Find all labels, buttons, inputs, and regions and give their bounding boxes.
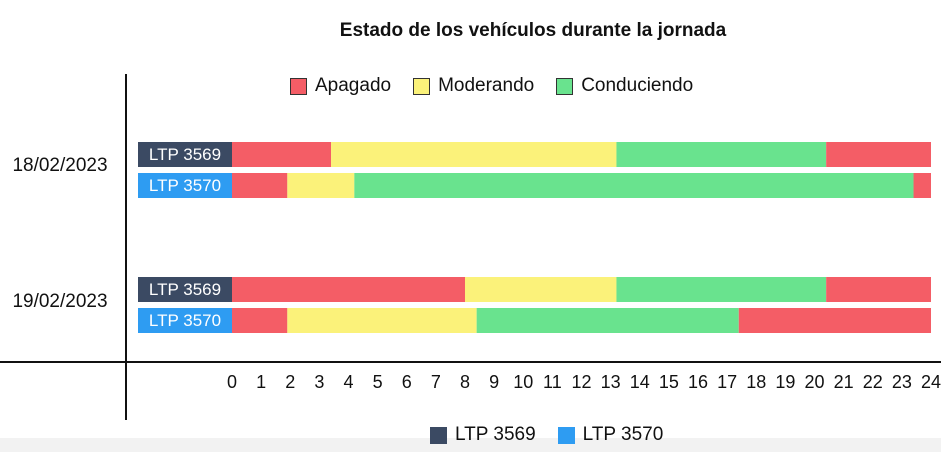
legend-label: Conduciendo [581, 75, 694, 96]
vehicle-tag [138, 142, 232, 167]
bar-segment [232, 277, 465, 302]
bar-segment [287, 308, 477, 333]
vehicle-tag [138, 173, 232, 198]
legend-swatch [413, 77, 431, 95]
chart-title: Estado de los vehículos durante la jorna… [340, 20, 727, 41]
bar-segment [232, 173, 288, 198]
vehicle-tag [138, 308, 232, 333]
legend-label: Moderando [438, 75, 535, 96]
x-tick-label: 7 [431, 372, 441, 392]
x-tick-label: 2 [285, 372, 295, 392]
x-tick-label: 1 [256, 372, 266, 392]
bar-segment [232, 308, 288, 333]
bar-segment [913, 173, 931, 198]
x-tick-label: 19 [775, 372, 795, 392]
legend-swatch [556, 77, 574, 95]
x-tick-label: 4 [343, 372, 353, 392]
vehicle-tag [138, 277, 232, 302]
bar-segment [476, 308, 739, 333]
bar-segment [826, 277, 931, 302]
bar-segment [616, 277, 827, 302]
x-tick-label: 21 [834, 372, 854, 392]
x-tick-label: 3 [314, 372, 324, 392]
vehicle-tag-label: LTP 3570 [149, 311, 221, 330]
date-label: 18/02/2023 [12, 155, 107, 176]
legend-item: LTP 3569 [430, 424, 536, 446]
bottom-strip [0, 438, 941, 452]
bars-layer: 18/02/2023 LTP 3569 LTP 3570 19/02/2023 LTP … [12, 142, 931, 333]
vehicle-legend: LTP 3569 LTP 3570 [430, 424, 663, 446]
x-tick-label: 0 [227, 372, 237, 392]
vehicle-tag-label: LTP 3570 [149, 176, 221, 195]
x-tick-label: 14 [630, 372, 650, 392]
x-tick-label: 10 [513, 372, 533, 392]
legend-swatch [557, 426, 575, 444]
vehicle-tag-label: LTP 3569 [149, 145, 221, 164]
x-tick-label: 20 [804, 372, 824, 392]
axes-layer [0, 74, 941, 420]
x-tick-label: 24 [921, 372, 941, 392]
x-tick-label: 17 [717, 372, 737, 392]
vehicle-tag-label: LTP 3569 [149, 280, 221, 299]
x-tick-label: 6 [402, 372, 412, 392]
bar-segment [465, 277, 617, 302]
legend-swatch [290, 77, 307, 95]
x-tick-label: 23 [892, 372, 912, 392]
x-tick-label: 13 [601, 372, 621, 392]
state-legend: Apagado Moderando Conduciendo [290, 75, 693, 97]
x-tick-label: 12 [571, 372, 591, 392]
legend-label: Apagado [315, 75, 392, 96]
legend-item: Moderando [413, 75, 534, 97]
x-tick-label: 22 [863, 372, 883, 392]
legend-item: Conduciendo [556, 75, 693, 97]
x-tick-label: 18 [746, 372, 766, 392]
x-tick-label: 9 [489, 372, 499, 392]
bar-segment [331, 142, 617, 167]
x-tick-labels: 0 1 2 3 4 5 6 7 8 9 10 11 12 13 14 15 16 17 18 19 20 21 22 23 24 [227, 372, 941, 392]
legend-item: Apagado [290, 75, 391, 97]
bar-segment [232, 142, 332, 167]
x-tick-label: 5 [373, 372, 383, 392]
legend-label: LTP 3569 [455, 424, 536, 445]
x-tick-label: 15 [659, 372, 679, 392]
x-tick-label: 11 [543, 372, 562, 392]
legend-item: LTP 3570 [557, 424, 664, 446]
date-label: 19/02/2023 [12, 291, 107, 312]
bar-segment [354, 173, 914, 198]
bar-segment [287, 173, 355, 198]
legend-swatch [430, 426, 447, 444]
legend-label: LTP 3570 [582, 424, 664, 445]
x-tick-label: 8 [460, 372, 470, 392]
bar-segment [738, 308, 931, 333]
bar-segment [826, 142, 931, 167]
bar-segment [616, 142, 827, 167]
x-tick-label: 16 [688, 372, 708, 392]
